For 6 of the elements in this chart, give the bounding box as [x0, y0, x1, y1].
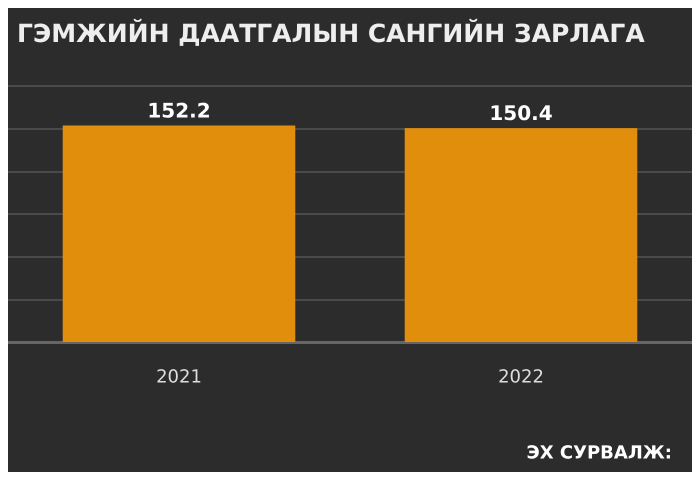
- x-tick-label: 2021: [156, 366, 202, 388]
- data-label: 152.2: [147, 98, 211, 123]
- chart-title: ГЭМЖИЙН ДААТГАЛЫН САНГИЙН ЗАРЛАГА: [17, 18, 646, 48]
- data-label: 150.4: [489, 101, 553, 126]
- x-tick-label: 2022: [498, 366, 544, 388]
- text: ЭХ СУРВАЛЖ:: [526, 442, 672, 464]
